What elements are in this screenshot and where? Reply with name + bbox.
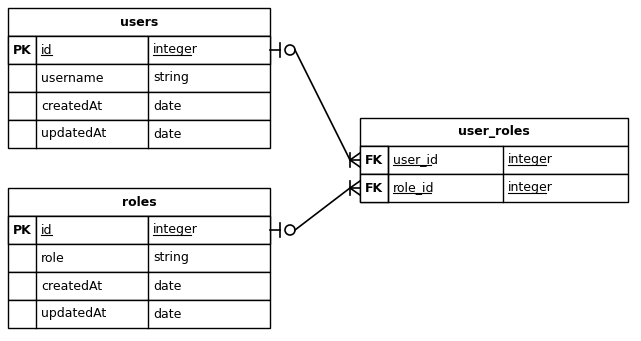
Text: createdAt: createdAt <box>41 100 102 113</box>
Bar <box>36 216 148 244</box>
Text: username: username <box>41 72 103 85</box>
Bar <box>8 64 270 92</box>
Text: id: id <box>41 44 53 57</box>
Bar <box>36 36 148 64</box>
Bar <box>360 146 628 174</box>
Bar <box>360 118 628 146</box>
Text: date: date <box>153 100 181 113</box>
Text: FK: FK <box>365 181 383 194</box>
Text: PK: PK <box>13 223 31 237</box>
Bar <box>8 36 36 64</box>
Text: integer: integer <box>153 223 198 237</box>
Text: date: date <box>153 280 181 293</box>
Bar <box>360 174 388 202</box>
Text: updatedAt: updatedAt <box>41 128 106 140</box>
Text: PK: PK <box>13 44 31 57</box>
Text: roles: roles <box>122 195 156 208</box>
Bar <box>148 36 270 64</box>
Bar <box>360 146 388 174</box>
Text: users: users <box>120 15 158 29</box>
Bar <box>8 92 270 120</box>
Text: string: string <box>153 252 189 265</box>
Bar <box>8 188 270 216</box>
Bar <box>8 244 270 272</box>
Text: updatedAt: updatedAt <box>41 308 106 321</box>
Bar <box>8 216 270 244</box>
Text: user_roles: user_roles <box>458 125 530 138</box>
Bar <box>8 272 270 300</box>
Bar <box>8 120 270 148</box>
Bar <box>148 216 270 244</box>
Text: FK: FK <box>365 153 383 166</box>
Bar <box>8 8 270 36</box>
Text: integer: integer <box>508 181 553 194</box>
Text: role: role <box>41 252 65 265</box>
Bar <box>8 36 270 64</box>
Text: integer: integer <box>508 153 553 166</box>
Text: date: date <box>153 128 181 140</box>
Text: createdAt: createdAt <box>41 280 102 293</box>
Text: integer: integer <box>153 44 198 57</box>
Bar <box>360 174 628 202</box>
Bar <box>8 216 36 244</box>
Text: user_id: user_id <box>393 153 438 166</box>
Text: id: id <box>41 223 53 237</box>
Text: date: date <box>153 308 181 321</box>
Text: role_id: role_id <box>393 181 435 194</box>
Bar <box>8 300 270 328</box>
Text: string: string <box>153 72 189 85</box>
